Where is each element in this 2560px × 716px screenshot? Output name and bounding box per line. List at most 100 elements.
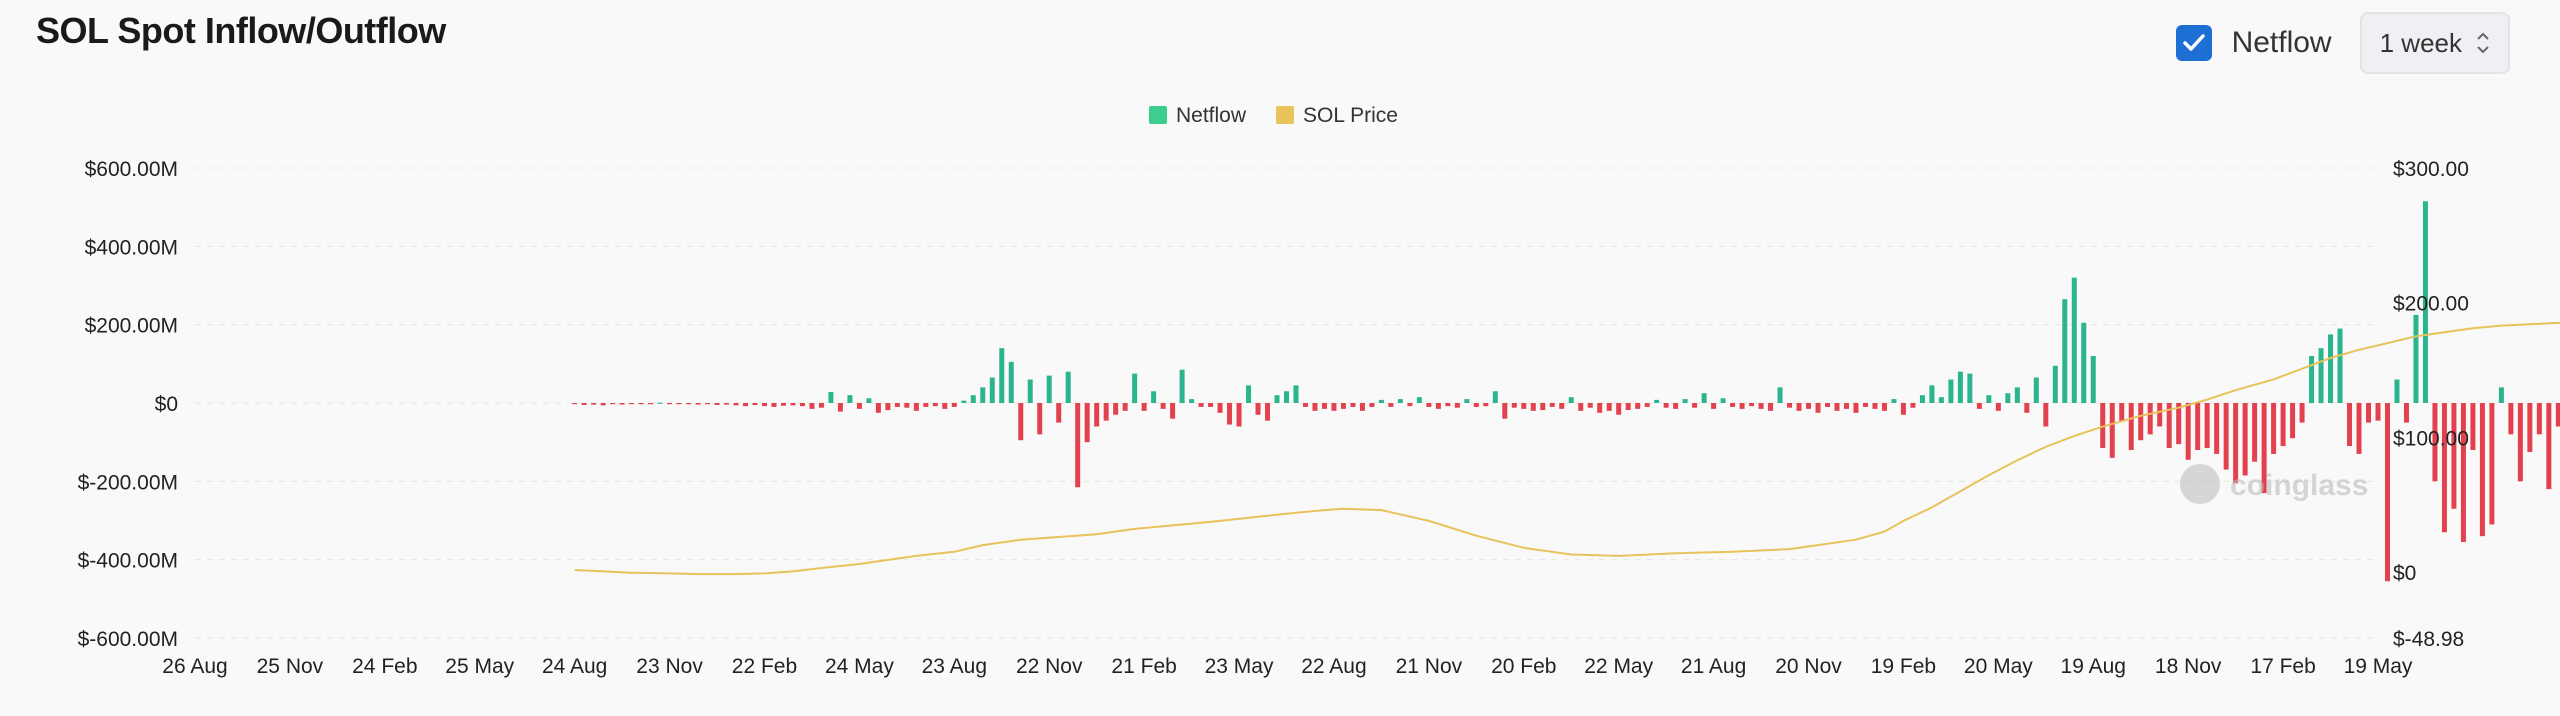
netflow-bar (2489, 403, 2495, 525)
netflow-bar (1350, 403, 1356, 407)
netflow-bar (1369, 403, 1375, 407)
netflow-bar (2290, 403, 2296, 439)
netflow-bar (1426, 403, 1432, 407)
netflow-bar (676, 403, 682, 405)
netflow-bar (2555, 403, 2560, 427)
netflow-bar (1796, 403, 1802, 411)
x-tick-label: 24 May (825, 655, 894, 678)
netflow-bar (1359, 403, 1365, 411)
x-tick-label: 21 Feb (1111, 655, 1176, 678)
netflow-bar (1701, 393, 1707, 403)
x-tick-label: 19 May (2344, 655, 2413, 678)
netflow-bar (2242, 403, 2248, 476)
netflow-bar (1711, 403, 1717, 409)
netflow-bar (1739, 403, 1745, 409)
netflow-bar (1900, 403, 1906, 415)
netflow-bar (2014, 387, 2020, 403)
netflow-bar (1473, 403, 1479, 407)
netflow-bar (913, 403, 919, 411)
netflow-bar (657, 402, 663, 404)
netflow-bar (1948, 379, 1954, 403)
netflow-bar (1720, 398, 1726, 403)
netflow-bar (1606, 403, 1612, 411)
y-right-tick-label: $300.00 (2393, 158, 2469, 181)
netflow-bar (1872, 403, 1878, 409)
netflow-bar (2128, 403, 2134, 450)
y-left-tick-label: $200.00M (85, 315, 178, 338)
netflow-bar (2109, 403, 2115, 458)
netflow-bar (1056, 403, 1062, 423)
x-tick-label: 21 Nov (1396, 655, 1463, 678)
netflow-bar (1777, 387, 1783, 403)
x-tick-label: 25 May (445, 655, 514, 678)
netflow-bar (1540, 403, 1546, 411)
x-tick-label: 23 Nov (636, 655, 703, 678)
x-tick-label: 24 Aug (542, 655, 607, 678)
netflow-bar (2081, 322, 2087, 403)
netflow-bar (2252, 403, 2258, 462)
netflow-bar (1730, 403, 1736, 407)
netflow-bar (2005, 393, 2011, 403)
netflow-bar (1483, 403, 1489, 407)
grid-lines (195, 167, 2378, 639)
netflow-bar (648, 403, 654, 405)
netflow-bar (942, 403, 948, 409)
netflow-bar (1806, 403, 1812, 409)
netflow-bar (2280, 403, 2286, 447)
netflow-bar (1122, 403, 1128, 411)
netflow-bar (1312, 403, 1318, 411)
netflow-bar (856, 403, 862, 409)
netflow-bar (1132, 373, 1138, 403)
netflow-bar (1938, 397, 1944, 403)
netflow-bar (2309, 356, 2315, 403)
netflow-bar (2375, 403, 2381, 421)
netflow-bar (1189, 399, 1195, 403)
netflow-bar (1967, 373, 1973, 403)
watermark-text: coinglass (2230, 469, 2368, 502)
netflow-bar (1037, 403, 1043, 435)
netflow-bar (2347, 403, 2353, 447)
netflow-bar (932, 403, 938, 407)
netflow-bar (1682, 399, 1688, 403)
netflow-bar (667, 403, 673, 405)
netflow-bar (742, 403, 748, 407)
netflow-bar (2328, 334, 2334, 403)
netflow-bar (695, 403, 701, 405)
netflow-bar (1302, 403, 1308, 407)
price-line-layer (574, 321, 2560, 576)
netflow-bar (1891, 399, 1897, 403)
netflow-bar (799, 403, 805, 407)
netflow-bar (1255, 403, 1261, 415)
netflow-bar (2536, 403, 2542, 435)
netflow-bar (1378, 399, 1384, 403)
netflow-checkbox[interactable] (2175, 25, 2212, 61)
netflow-bar (1692, 403, 1698, 408)
chart-legend[interactable]: Netflow SOL Price (1149, 104, 1398, 127)
netflow-bar (1046, 375, 1052, 403)
netflow-bar (705, 403, 711, 405)
netflow-bar (1160, 403, 1166, 409)
netflow-bar (1331, 403, 1337, 411)
netflow-bar (847, 395, 853, 403)
netflow-toggle-label[interactable]: Netflow (2231, 26, 2332, 59)
netflow-bar (970, 395, 976, 403)
netflow-bar (1340, 403, 1346, 409)
netflow-bar (1094, 403, 1100, 427)
netflow-bar (1113, 403, 1119, 415)
netflow-bar (1521, 403, 1527, 409)
netflow-bar (2517, 403, 2523, 482)
netflow-bar (600, 403, 606, 406)
netflow-bar (999, 348, 1005, 403)
legend-label-netflow: Netflow (1176, 104, 1247, 127)
period-select-value: 1 week (2379, 27, 2462, 58)
netflow-bar (1321, 403, 1327, 409)
check-icon (2182, 34, 2205, 51)
netflow-bar (2422, 201, 2428, 403)
netflow-bar (1103, 403, 1109, 421)
netflow-bar (2062, 299, 2068, 403)
x-tick-label: 19 Feb (1871, 655, 1936, 678)
netflow-bar (1236, 403, 1242, 427)
period-select[interactable]: 1 week (2359, 12, 2510, 74)
legend-swatch-price (1276, 106, 1294, 124)
netflow-bar (1445, 403, 1451, 407)
